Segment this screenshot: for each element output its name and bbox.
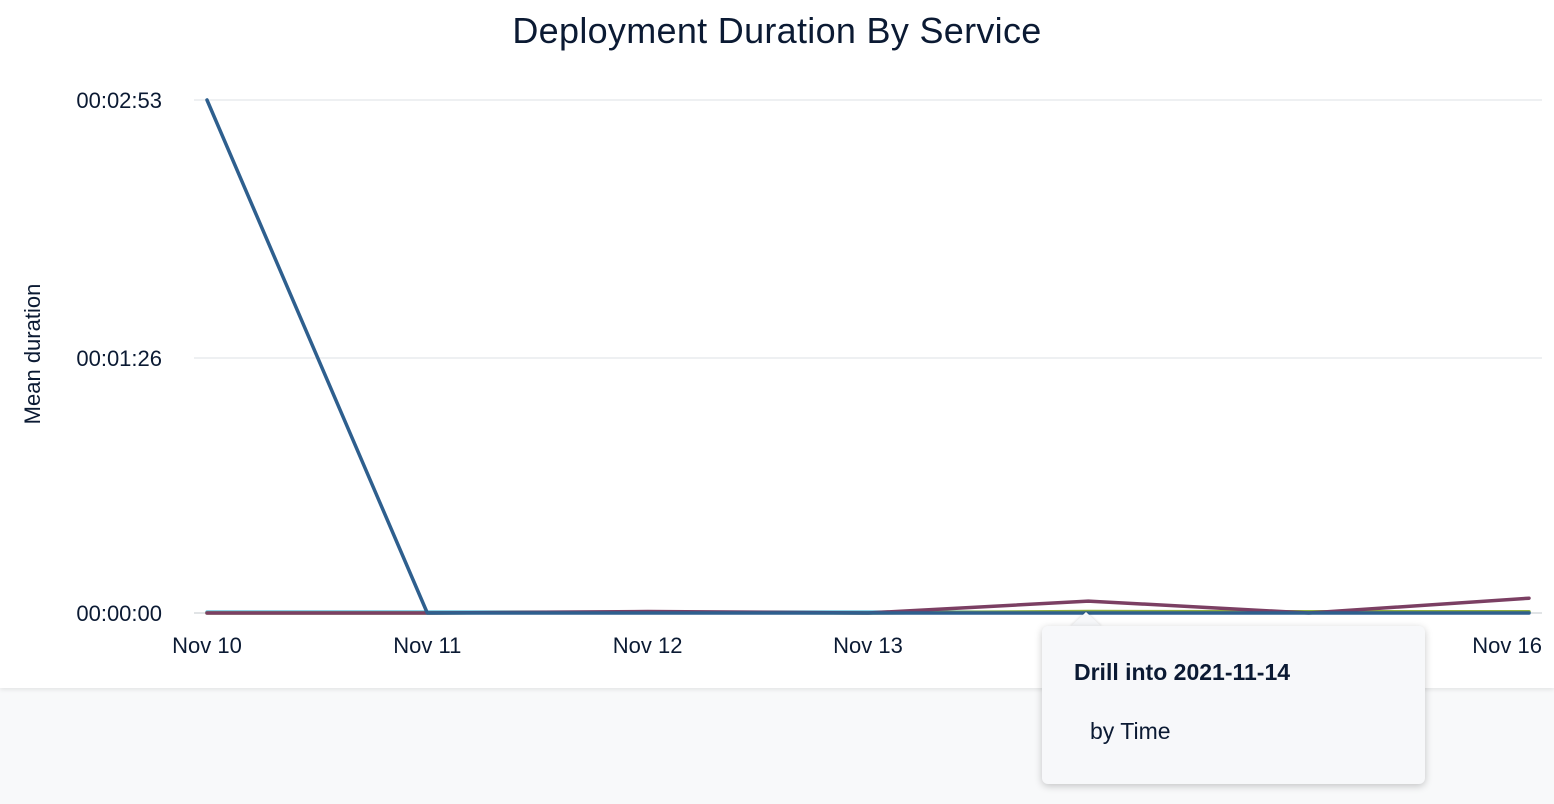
x-tick-label: Nov 12 (613, 633, 683, 658)
chart-title: Deployment Duration By Service (512, 10, 1042, 51)
tooltip-arrow (1070, 612, 1102, 627)
drill-tooltip: Drill into 2021-11-14 by Time (1042, 626, 1425, 784)
tooltip-title: Drill into 2021-11-14 (1074, 659, 1291, 685)
chart-panel: Deployment Duration By Service 00:00:00 0… (20, 10, 1542, 658)
x-tick-label: Nov 10 (172, 633, 242, 658)
x-tick-label: Nov 16 (1472, 633, 1542, 658)
drill-by-time-option[interactable]: by Time (1090, 718, 1171, 744)
x-tick-label: Nov 11 (393, 633, 461, 658)
y-tick-label: 00:00:00 (76, 601, 162, 626)
y-tick-label: 00:01:26 (76, 346, 162, 371)
y-tick-label: 00:02:53 (76, 88, 162, 113)
series-line (205, 98, 1531, 615)
x-tick-label: Nov 13 (833, 633, 903, 658)
y-axis-title: Mean duration (20, 284, 45, 425)
line-chart: 00:00:00 00:01:26 00:02:53 Nov 10 Nov 11 Nov … (20, 88, 1542, 658)
